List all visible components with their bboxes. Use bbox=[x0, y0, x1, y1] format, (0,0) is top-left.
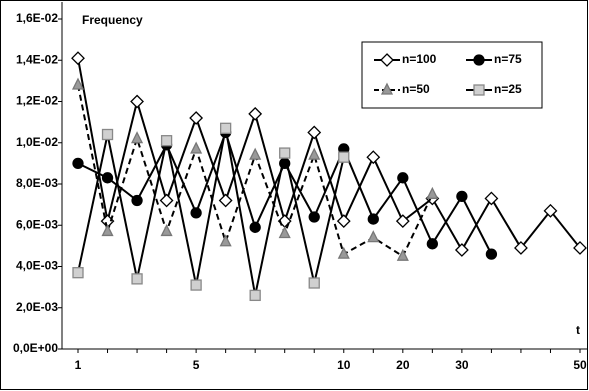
series-line bbox=[77, 128, 345, 296]
x-tick-label: 5 bbox=[193, 358, 200, 372]
x-tick-label: 10 bbox=[337, 358, 351, 372]
y-tick-label: 6,0E-03 bbox=[16, 217, 58, 231]
point bbox=[456, 190, 468, 203]
point bbox=[248, 106, 263, 121]
point bbox=[131, 194, 143, 207]
point bbox=[72, 157, 84, 170]
point bbox=[131, 131, 144, 144]
y-tick-label: 0,0E+00 bbox=[13, 341, 58, 355]
point bbox=[337, 246, 350, 259]
point bbox=[484, 191, 499, 206]
point bbox=[367, 213, 379, 225]
point bbox=[131, 273, 143, 285]
point bbox=[101, 223, 114, 237]
y-tick-label: 2,0E-03 bbox=[16, 300, 58, 314]
point bbox=[71, 51, 85, 66]
point bbox=[485, 248, 498, 260]
point bbox=[396, 248, 409, 261]
x-tick-label: 30 bbox=[455, 358, 469, 372]
point bbox=[308, 211, 320, 223]
y-tick-label: 1,4E-02 bbox=[16, 52, 58, 66]
y-tick-label: 1,0E-02 bbox=[16, 135, 58, 149]
point bbox=[454, 243, 469, 257]
legend-box bbox=[361, 41, 543, 109]
point bbox=[190, 279, 202, 291]
point bbox=[426, 186, 439, 199]
point bbox=[278, 226, 291, 239]
point bbox=[249, 147, 262, 160]
point bbox=[71, 77, 85, 90]
point bbox=[308, 147, 321, 160]
x-tick-label: 20 bbox=[396, 358, 410, 372]
point bbox=[189, 111, 204, 125]
point bbox=[160, 135, 173, 147]
point bbox=[307, 125, 322, 140]
point bbox=[249, 221, 261, 233]
point bbox=[190, 207, 202, 219]
x-tick-label: 50 bbox=[573, 358, 587, 372]
point bbox=[159, 193, 174, 208]
point bbox=[543, 203, 558, 218]
point bbox=[219, 122, 232, 134]
legend-marker bbox=[380, 53, 394, 67]
legend-label: n=50 bbox=[402, 82, 430, 96]
x-axis-label: t bbox=[576, 323, 580, 337]
point bbox=[426, 238, 439, 250]
point bbox=[101, 172, 114, 184]
point bbox=[336, 214, 351, 229]
point bbox=[338, 151, 350, 163]
point bbox=[130, 94, 144, 109]
legend-marker bbox=[473, 54, 485, 66]
point bbox=[190, 141, 203, 154]
point bbox=[367, 230, 380, 243]
point bbox=[72, 267, 84, 279]
legend-label: n=25 bbox=[494, 82, 522, 96]
legend-marker bbox=[473, 84, 485, 96]
point bbox=[366, 150, 381, 165]
legend-label: n=100 bbox=[402, 52, 437, 66]
point bbox=[219, 234, 232, 247]
legend-marker bbox=[380, 82, 394, 95]
y-axis-label: Frequency bbox=[82, 13, 143, 27]
series-line bbox=[77, 58, 581, 253]
y-tick-label: 1,2E-02 bbox=[16, 94, 58, 108]
point bbox=[249, 289, 261, 302]
y-tick-label: 1,6E-02 bbox=[16, 11, 58, 25]
point bbox=[308, 277, 320, 289]
point bbox=[218, 193, 233, 208]
point bbox=[160, 223, 173, 237]
point bbox=[397, 172, 409, 184]
point bbox=[573, 241, 587, 255]
point bbox=[395, 214, 410, 229]
point bbox=[101, 128, 114, 141]
x-tick-label: 1 bbox=[75, 358, 82, 372]
point bbox=[279, 147, 291, 159]
point bbox=[514, 241, 528, 255]
legend-label: n=75 bbox=[494, 52, 522, 66]
y-tick-label: 4,0E-03 bbox=[16, 259, 58, 273]
y-tick-label: 8,0E-03 bbox=[16, 176, 58, 190]
